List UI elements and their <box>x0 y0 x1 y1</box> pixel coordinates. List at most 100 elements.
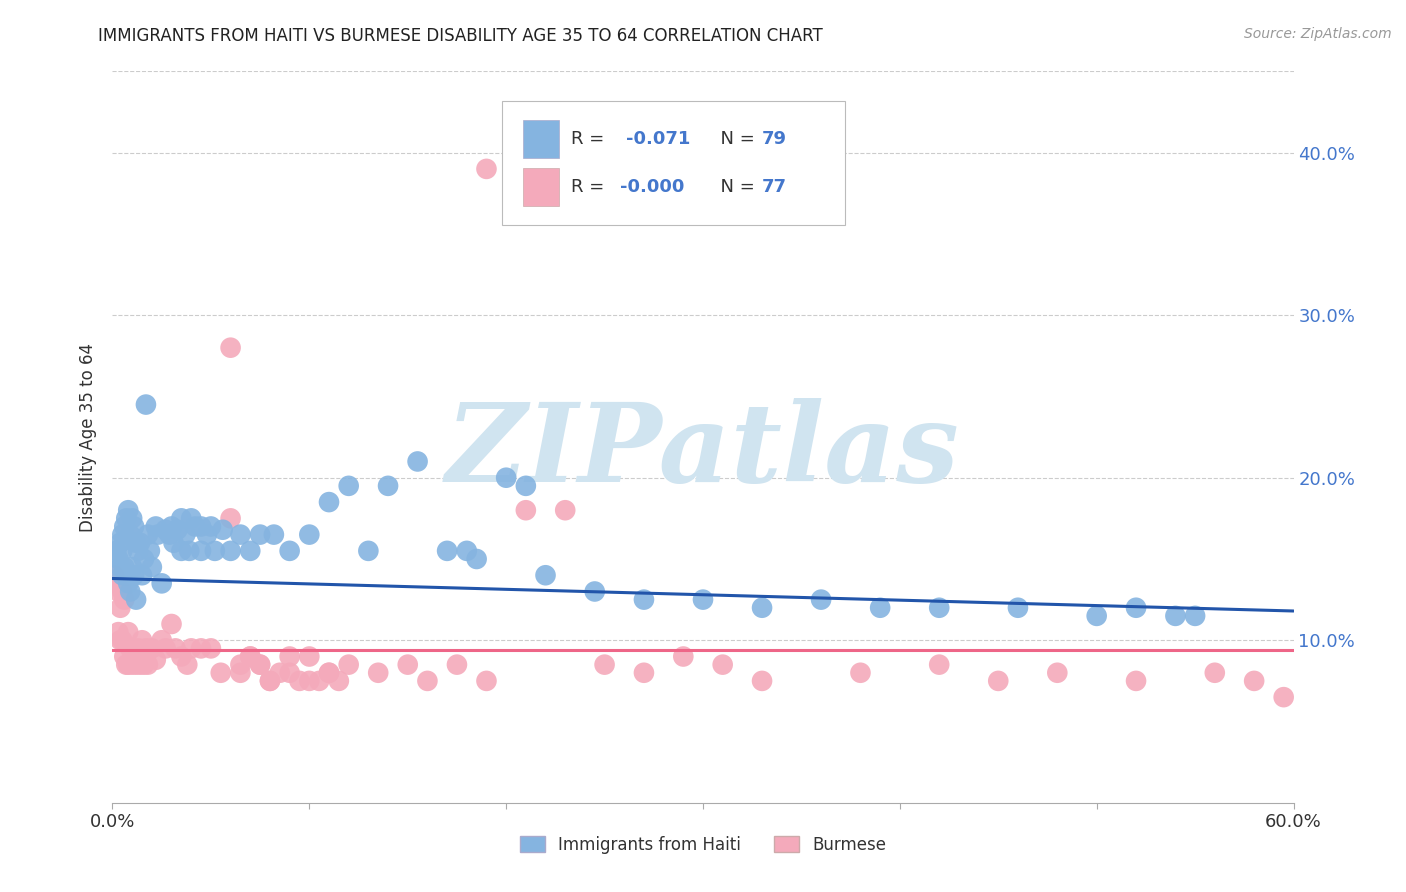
Point <box>219 544 242 558</box>
Point <box>278 649 301 664</box>
Text: Source: ZipAtlas.com: Source: ZipAtlas.com <box>1244 27 1392 41</box>
Point <box>162 535 184 549</box>
Point <box>115 657 138 672</box>
Point <box>107 625 129 640</box>
Point <box>165 641 187 656</box>
Point <box>146 527 169 541</box>
Text: ZIPatlas: ZIPatlas <box>446 398 960 506</box>
Point <box>155 641 177 656</box>
Point <box>229 665 252 680</box>
Point <box>200 641 222 656</box>
Point <box>141 641 163 656</box>
Point <box>111 633 134 648</box>
Legend: Immigrants from Haiti, Burmese: Immigrants from Haiti, Burmese <box>513 829 893 860</box>
Point <box>115 511 138 525</box>
Point <box>357 544 380 558</box>
Point <box>204 544 226 558</box>
Point <box>692 592 714 607</box>
Point <box>112 592 135 607</box>
Point <box>110 633 132 648</box>
Point <box>249 527 271 541</box>
Point <box>121 511 143 525</box>
Point <box>135 398 157 412</box>
Point <box>112 519 135 533</box>
Point <box>1046 665 1069 680</box>
Point <box>869 600 891 615</box>
Point <box>672 649 695 664</box>
Point <box>465 552 488 566</box>
Point <box>1125 600 1147 615</box>
Point <box>318 665 340 680</box>
Point <box>117 657 139 672</box>
Point <box>127 544 149 558</box>
Point <box>110 535 132 549</box>
Point <box>110 600 132 615</box>
Point <box>259 673 281 688</box>
Point <box>115 568 138 582</box>
Point <box>129 657 152 672</box>
Point <box>337 479 360 493</box>
Point <box>534 568 557 582</box>
Point <box>190 519 212 533</box>
Point <box>337 657 360 672</box>
Point <box>810 592 832 607</box>
Point <box>751 673 773 688</box>
Point <box>129 535 152 549</box>
Text: 79: 79 <box>762 129 787 148</box>
Point <box>298 527 321 541</box>
Point <box>1204 665 1226 680</box>
Point <box>105 544 128 558</box>
Point <box>849 665 872 680</box>
Point <box>122 519 145 533</box>
Point <box>288 673 311 688</box>
Point <box>111 584 134 599</box>
Point <box>406 454 429 468</box>
Point <box>121 657 143 672</box>
Point <box>131 568 153 582</box>
Point <box>239 544 262 558</box>
Point <box>318 665 340 680</box>
Point <box>170 511 193 525</box>
Point <box>111 527 134 541</box>
Point <box>179 544 201 558</box>
Point <box>328 673 350 688</box>
Point <box>593 657 616 672</box>
Point <box>298 673 321 688</box>
Point <box>176 657 198 672</box>
Point <box>249 657 271 672</box>
Point <box>229 527 252 541</box>
Point <box>184 519 207 533</box>
Point <box>633 665 655 680</box>
Point <box>107 584 129 599</box>
Point <box>145 519 167 533</box>
Text: IMMIGRANTS FROM HAITI VS BURMESE DISABILITY AGE 35 TO 64 CORRELATION CHART: IMMIGRANTS FROM HAITI VS BURMESE DISABIL… <box>98 27 823 45</box>
Point <box>200 519 222 533</box>
Point <box>396 657 419 672</box>
Point <box>120 584 142 599</box>
Text: -0.000: -0.000 <box>620 178 685 196</box>
Point <box>259 673 281 688</box>
Text: N =: N = <box>709 178 761 196</box>
Point <box>751 600 773 615</box>
Point <box>125 657 148 672</box>
Point <box>174 527 197 541</box>
Point <box>103 568 125 582</box>
Point <box>219 341 242 355</box>
Point <box>475 161 498 176</box>
Point <box>249 657 271 672</box>
Point <box>515 479 537 493</box>
Point <box>150 576 173 591</box>
Point <box>122 649 145 664</box>
FancyBboxPatch shape <box>502 101 845 225</box>
Point <box>928 600 950 615</box>
Point <box>111 544 134 558</box>
Point <box>633 592 655 607</box>
Point <box>1243 673 1265 688</box>
FancyBboxPatch shape <box>523 120 560 158</box>
Point <box>141 560 163 574</box>
Point <box>987 673 1010 688</box>
Point <box>112 649 135 664</box>
Point <box>278 544 301 558</box>
Point <box>117 503 139 517</box>
Point <box>446 657 468 672</box>
